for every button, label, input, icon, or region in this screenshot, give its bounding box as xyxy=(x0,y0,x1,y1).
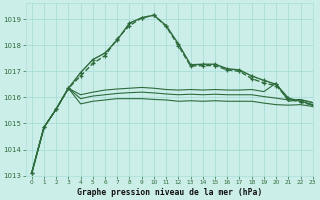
X-axis label: Graphe pression niveau de la mer (hPa): Graphe pression niveau de la mer (hPa) xyxy=(76,188,262,197)
